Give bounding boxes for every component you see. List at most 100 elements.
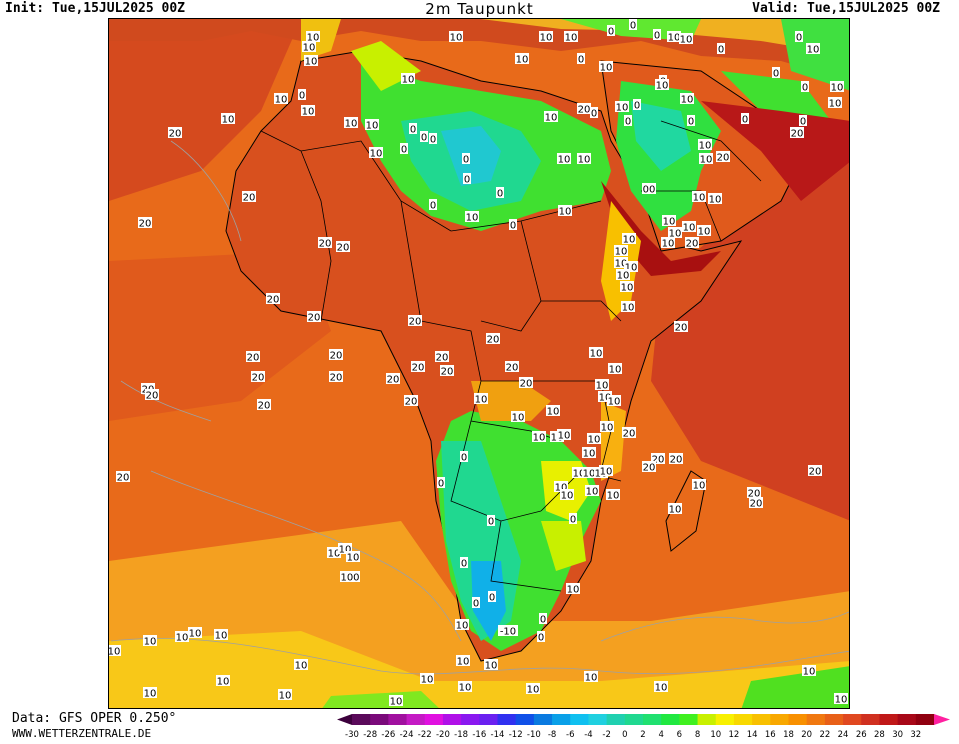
contour-label: 10 — [557, 153, 571, 166]
contour-label-text: 10 — [590, 349, 603, 360]
contour-label: 10 — [668, 227, 682, 240]
mozambique-yellow — [541, 521, 586, 571]
contour-label: 20 — [116, 471, 130, 484]
contour-label: 20 — [669, 453, 683, 466]
contour-label: 10 — [294, 659, 308, 672]
contour-label-text: 20 — [643, 463, 656, 474]
contour-label: 20 — [336, 241, 350, 254]
contour-label-text: 10 — [475, 395, 488, 406]
contour-label: 0 — [569, 513, 577, 526]
contour-label: 10 — [302, 41, 316, 54]
contour-label: 10 — [465, 211, 479, 224]
legend-color-swatch — [915, 714, 935, 725]
contour-label-text: 10 — [366, 121, 379, 132]
legend-tick-label: -12 — [509, 730, 523, 740]
contour-label-text: 10 — [328, 549, 341, 560]
contour-label: 10 — [624, 261, 638, 274]
contour-label-text: 10 — [555, 483, 568, 494]
contour-label-text: 20 — [506, 363, 519, 374]
contour-label: 10 — [589, 347, 603, 360]
contour-label-text: 10 — [693, 481, 706, 492]
contour-label: 10 — [621, 301, 635, 314]
contour-label: 20 — [435, 351, 449, 364]
contour-label-text: 10 — [621, 283, 634, 294]
contour-label: 10 — [662, 215, 676, 228]
contour-label: 10 — [692, 191, 706, 204]
contour-label: 20 — [651, 453, 665, 466]
contour-label: 0 — [687, 115, 695, 128]
contour-label: 100 — [340, 571, 360, 584]
legend-color-swatch — [497, 714, 517, 725]
contour-label: 10 — [599, 465, 613, 478]
legend-color-swatch — [515, 714, 535, 725]
contour-label-text: 10 — [215, 631, 228, 642]
contour-label-text: 10 — [680, 35, 693, 46]
contour-label: 10 — [474, 393, 488, 406]
contour-label: 20 — [246, 351, 260, 364]
indian-ocean-warm — [651, 122, 849, 521]
legend-color-swatch — [861, 714, 880, 725]
legend-tick-label: -28 — [363, 730, 377, 740]
contour-label: 10 — [221, 113, 235, 126]
contour-label-text: 0 — [430, 135, 436, 146]
contour-label: 10 — [577, 153, 591, 166]
contour-label: -10 — [498, 625, 518, 638]
legend-tick-label: -26 — [381, 730, 395, 740]
contour-label-text: 20 — [717, 153, 730, 164]
contour-label: 10 — [515, 53, 529, 66]
contour-label-text: 20 — [139, 219, 152, 230]
contour-label: 10 — [828, 97, 842, 110]
contour-label: 20 — [411, 361, 425, 374]
contour-label-text: 0 — [497, 189, 503, 200]
contour-label-text: 10 — [421, 675, 434, 686]
contour-label: 10 — [338, 543, 352, 556]
contour-label-text: 10 — [295, 661, 308, 672]
contour-label: 10 — [661, 237, 675, 250]
contour-label: 10 — [455, 619, 469, 632]
contour-label-text: 20 — [169, 129, 182, 140]
contour-label: 10 — [584, 671, 598, 684]
contour-label-text: 0 — [430, 201, 436, 212]
contour-label-text: 0 — [510, 221, 516, 232]
contour-label-text: 10 — [600, 63, 613, 74]
legend-color-swatch — [697, 714, 717, 725]
contour-label: 0 — [400, 143, 408, 156]
contour-label-text: 10 — [681, 95, 694, 106]
contour-label: 10 — [304, 55, 318, 68]
persian-gulf-red — [701, 101, 849, 201]
contour-label-text: 10 — [345, 119, 358, 130]
contour-label: 20 — [577, 103, 591, 116]
website-label: WWW.WETTERZENTRALE.DE — [12, 727, 152, 740]
contour-label: 10 — [216, 675, 230, 688]
contour-label-text: 10 — [533, 433, 546, 444]
legend-tick-label: 10 — [710, 730, 721, 740]
legend-color-swatch — [606, 714, 626, 725]
contour-label: 20 — [808, 465, 822, 478]
contour-label-text: 10 — [668, 33, 681, 44]
contour-label: 10 — [143, 635, 157, 648]
contour-label-text: 10 — [586, 487, 599, 498]
contour-label-text: 0 — [654, 31, 660, 42]
contour-label: 0 — [624, 115, 632, 128]
contour-label-text: 10 — [144, 637, 157, 648]
legend-color-swatch — [424, 714, 444, 725]
contour-label-text: 0 — [578, 55, 584, 66]
contour-label-text: 10 — [558, 155, 571, 166]
legend-color-swatch — [879, 714, 899, 725]
legend-tick-label: -20 — [436, 730, 450, 740]
contour-label-text: 20 — [409, 317, 422, 328]
legend-color-swatch — [806, 714, 826, 725]
contour-label-text: 10 — [567, 585, 580, 596]
contour-label-text: 20 — [146, 391, 159, 402]
legend-tick-label: -6 — [566, 730, 574, 740]
legend-canvas: -30 -28 -26 -24 -22 -20 -18 -16 -14 -12 -10 -8 -6 -4-… — [337, 714, 950, 740]
contour-label: 20 — [257, 399, 271, 412]
contour-label: 10 — [554, 481, 568, 494]
contour-label-text: 10 — [622, 303, 635, 314]
contour-label: 0 — [795, 31, 803, 44]
contour-label: 0 — [633, 99, 641, 112]
contour-label-text: 0 — [718, 45, 724, 56]
contour-label: 20 — [145, 389, 159, 402]
contour-label: 10 — [557, 429, 571, 442]
contour-label: 20 — [168, 127, 182, 140]
